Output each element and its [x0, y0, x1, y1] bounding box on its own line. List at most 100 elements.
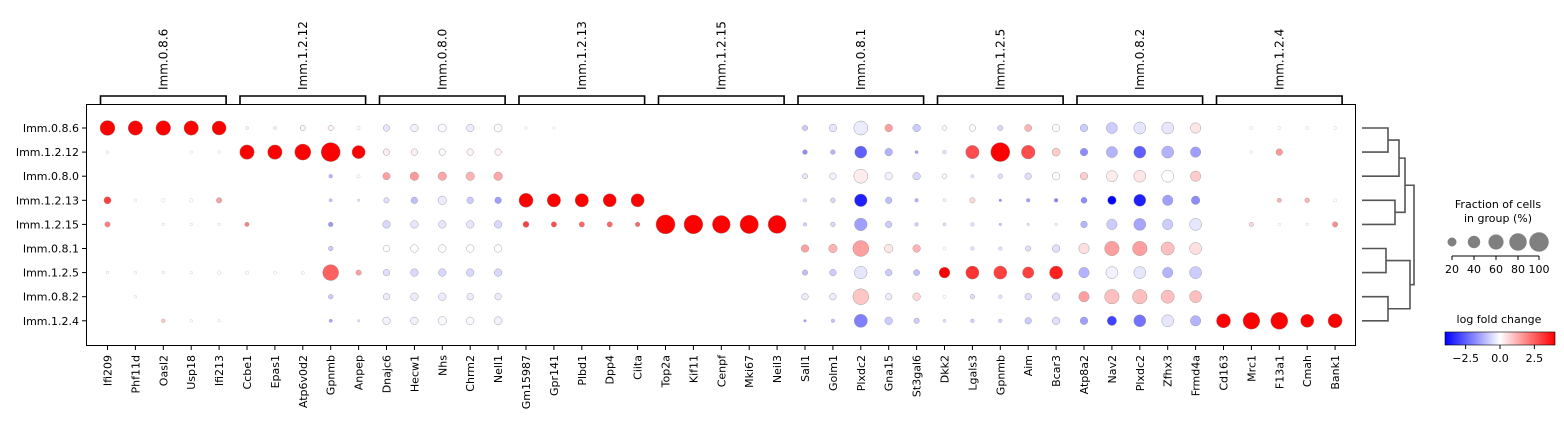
dendrogram-branch	[1362, 127, 1389, 153]
dot	[103, 196, 112, 205]
gene-group-label: Imm.0.8.6	[156, 29, 170, 90]
group-label: Imm.0.8.6	[23, 122, 79, 135]
gene-axis: Ifi209 Phf11d Oasl2 Usp18 Ifi213 Ccbe1 Epas1 At…	[102, 346, 1342, 409]
gene-group-brackets: Imm.0.8.6 Imm.1.2.12 Imm.0.8.0 Imm.1.2.13 Im…	[99, 21, 1343, 104]
dot	[884, 123, 893, 132]
group-label: Imm.0.8.2	[23, 291, 79, 304]
dot	[912, 244, 921, 253]
dot	[1051, 147, 1061, 157]
dot	[1132, 289, 1148, 305]
dot	[830, 318, 835, 323]
dot	[941, 173, 948, 179]
dot	[1133, 314, 1147, 328]
dot	[884, 244, 894, 253]
dot	[683, 214, 704, 235]
dot	[1190, 170, 1202, 182]
gene-group-bracket	[239, 95, 367, 104]
group-label: Imm.1.2.5	[23, 267, 79, 280]
dot	[1054, 222, 1058, 226]
gene-label: Phf11d	[129, 355, 142, 393]
gene-label: Mrc1	[1245, 355, 1258, 382]
dot	[106, 150, 109, 154]
dot	[104, 221, 111, 228]
dot	[1216, 313, 1231, 329]
dot	[1024, 293, 1032, 301]
size-legend-label: 60	[1489, 263, 1503, 276]
gene-label: Epas1	[269, 355, 282, 388]
dot	[1079, 172, 1088, 181]
dot	[1160, 289, 1175, 304]
dot	[466, 244, 475, 253]
dot	[968, 124, 976, 132]
gene-label: F13a1	[1273, 355, 1286, 389]
dot	[830, 197, 836, 203]
size-legend: Fraction of cells in group (%) 20 40 60 80 1…	[1445, 198, 1550, 276]
dot	[1078, 291, 1090, 303]
dot	[493, 123, 503, 133]
dot	[466, 293, 474, 301]
dot	[914, 150, 919, 154]
dot	[217, 222, 221, 226]
dot	[1105, 266, 1119, 279]
size-legend-label: 20	[1445, 263, 1459, 276]
dot	[382, 220, 391, 229]
gene-label: Anpep	[353, 355, 366, 390]
dot	[410, 148, 418, 156]
dot	[437, 195, 447, 205]
dot	[965, 145, 980, 160]
dot	[328, 294, 334, 300]
gene-label: Hecw1	[408, 355, 421, 392]
gene-group-bracket	[1076, 95, 1204, 104]
gene-group-label: Imm.0.8.1	[854, 29, 868, 90]
dot	[1249, 222, 1254, 227]
dot	[161, 318, 166, 323]
dot	[1189, 218, 1202, 231]
dot	[829, 293, 837, 301]
dot	[1052, 316, 1061, 325]
gene-group-bracket	[378, 95, 506, 104]
dot	[301, 270, 305, 275]
group-label: Imm.1.2.15	[16, 218, 79, 231]
dot	[356, 126, 361, 130]
gene-label: Plxdc2	[1134, 355, 1147, 391]
dot	[245, 126, 249, 130]
gene-label: Kif11	[687, 355, 700, 383]
dot	[1189, 290, 1202, 303]
dot	[1332, 221, 1338, 228]
gene-group-label: Imm.1.2.13	[575, 21, 589, 90]
dot	[410, 123, 419, 132]
dot	[914, 222, 919, 227]
dot	[655, 214, 676, 235]
dot	[383, 293, 390, 301]
dot	[437, 171, 447, 181]
dot	[216, 197, 222, 204]
dot	[383, 245, 390, 252]
gene-group-bracket	[936, 95, 1064, 104]
dot	[602, 193, 617, 208]
dot	[1305, 222, 1309, 226]
dot	[438, 220, 447, 229]
gene-group-label: Imm.0.8.0	[435, 29, 449, 90]
dot	[993, 265, 1008, 280]
dot	[1300, 314, 1314, 328]
gene-label: Gm15987	[520, 355, 533, 409]
dot	[466, 196, 474, 204]
dot	[802, 149, 808, 155]
gene-label: Neil3	[771, 355, 784, 383]
dot-layer	[99, 120, 1343, 330]
dot	[1160, 241, 1175, 256]
dot	[357, 198, 361, 202]
dot	[829, 269, 837, 277]
dot	[854, 314, 868, 328]
dot	[1161, 145, 1174, 159]
dot	[1026, 198, 1031, 203]
dot	[913, 269, 920, 276]
dot	[383, 269, 390, 277]
dot	[1161, 169, 1174, 183]
dot	[1133, 194, 1147, 207]
dot	[494, 196, 502, 204]
dot	[1052, 292, 1061, 301]
gene-group-label: Imm.0.8.2	[1133, 29, 1147, 90]
dot	[997, 173, 1003, 179]
dot	[357, 319, 361, 323]
